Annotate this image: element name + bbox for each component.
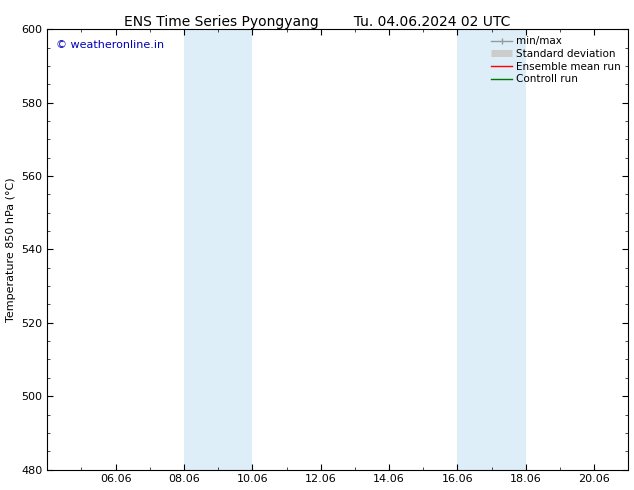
Y-axis label: Temperature 850 hPa (°C): Temperature 850 hPa (°C) — [6, 177, 16, 321]
Text: ENS Time Series Pyongyang        Tu. 04.06.2024 02 UTC: ENS Time Series Pyongyang Tu. 04.06.2024… — [124, 15, 510, 29]
Bar — [184, 29, 252, 469]
Legend: min/max, Standard deviation, Ensemble mean run, Controll run: min/max, Standard deviation, Ensemble me… — [489, 34, 623, 86]
Text: © weatheronline.in: © weatheronline.in — [56, 40, 164, 50]
Bar — [458, 29, 526, 469]
